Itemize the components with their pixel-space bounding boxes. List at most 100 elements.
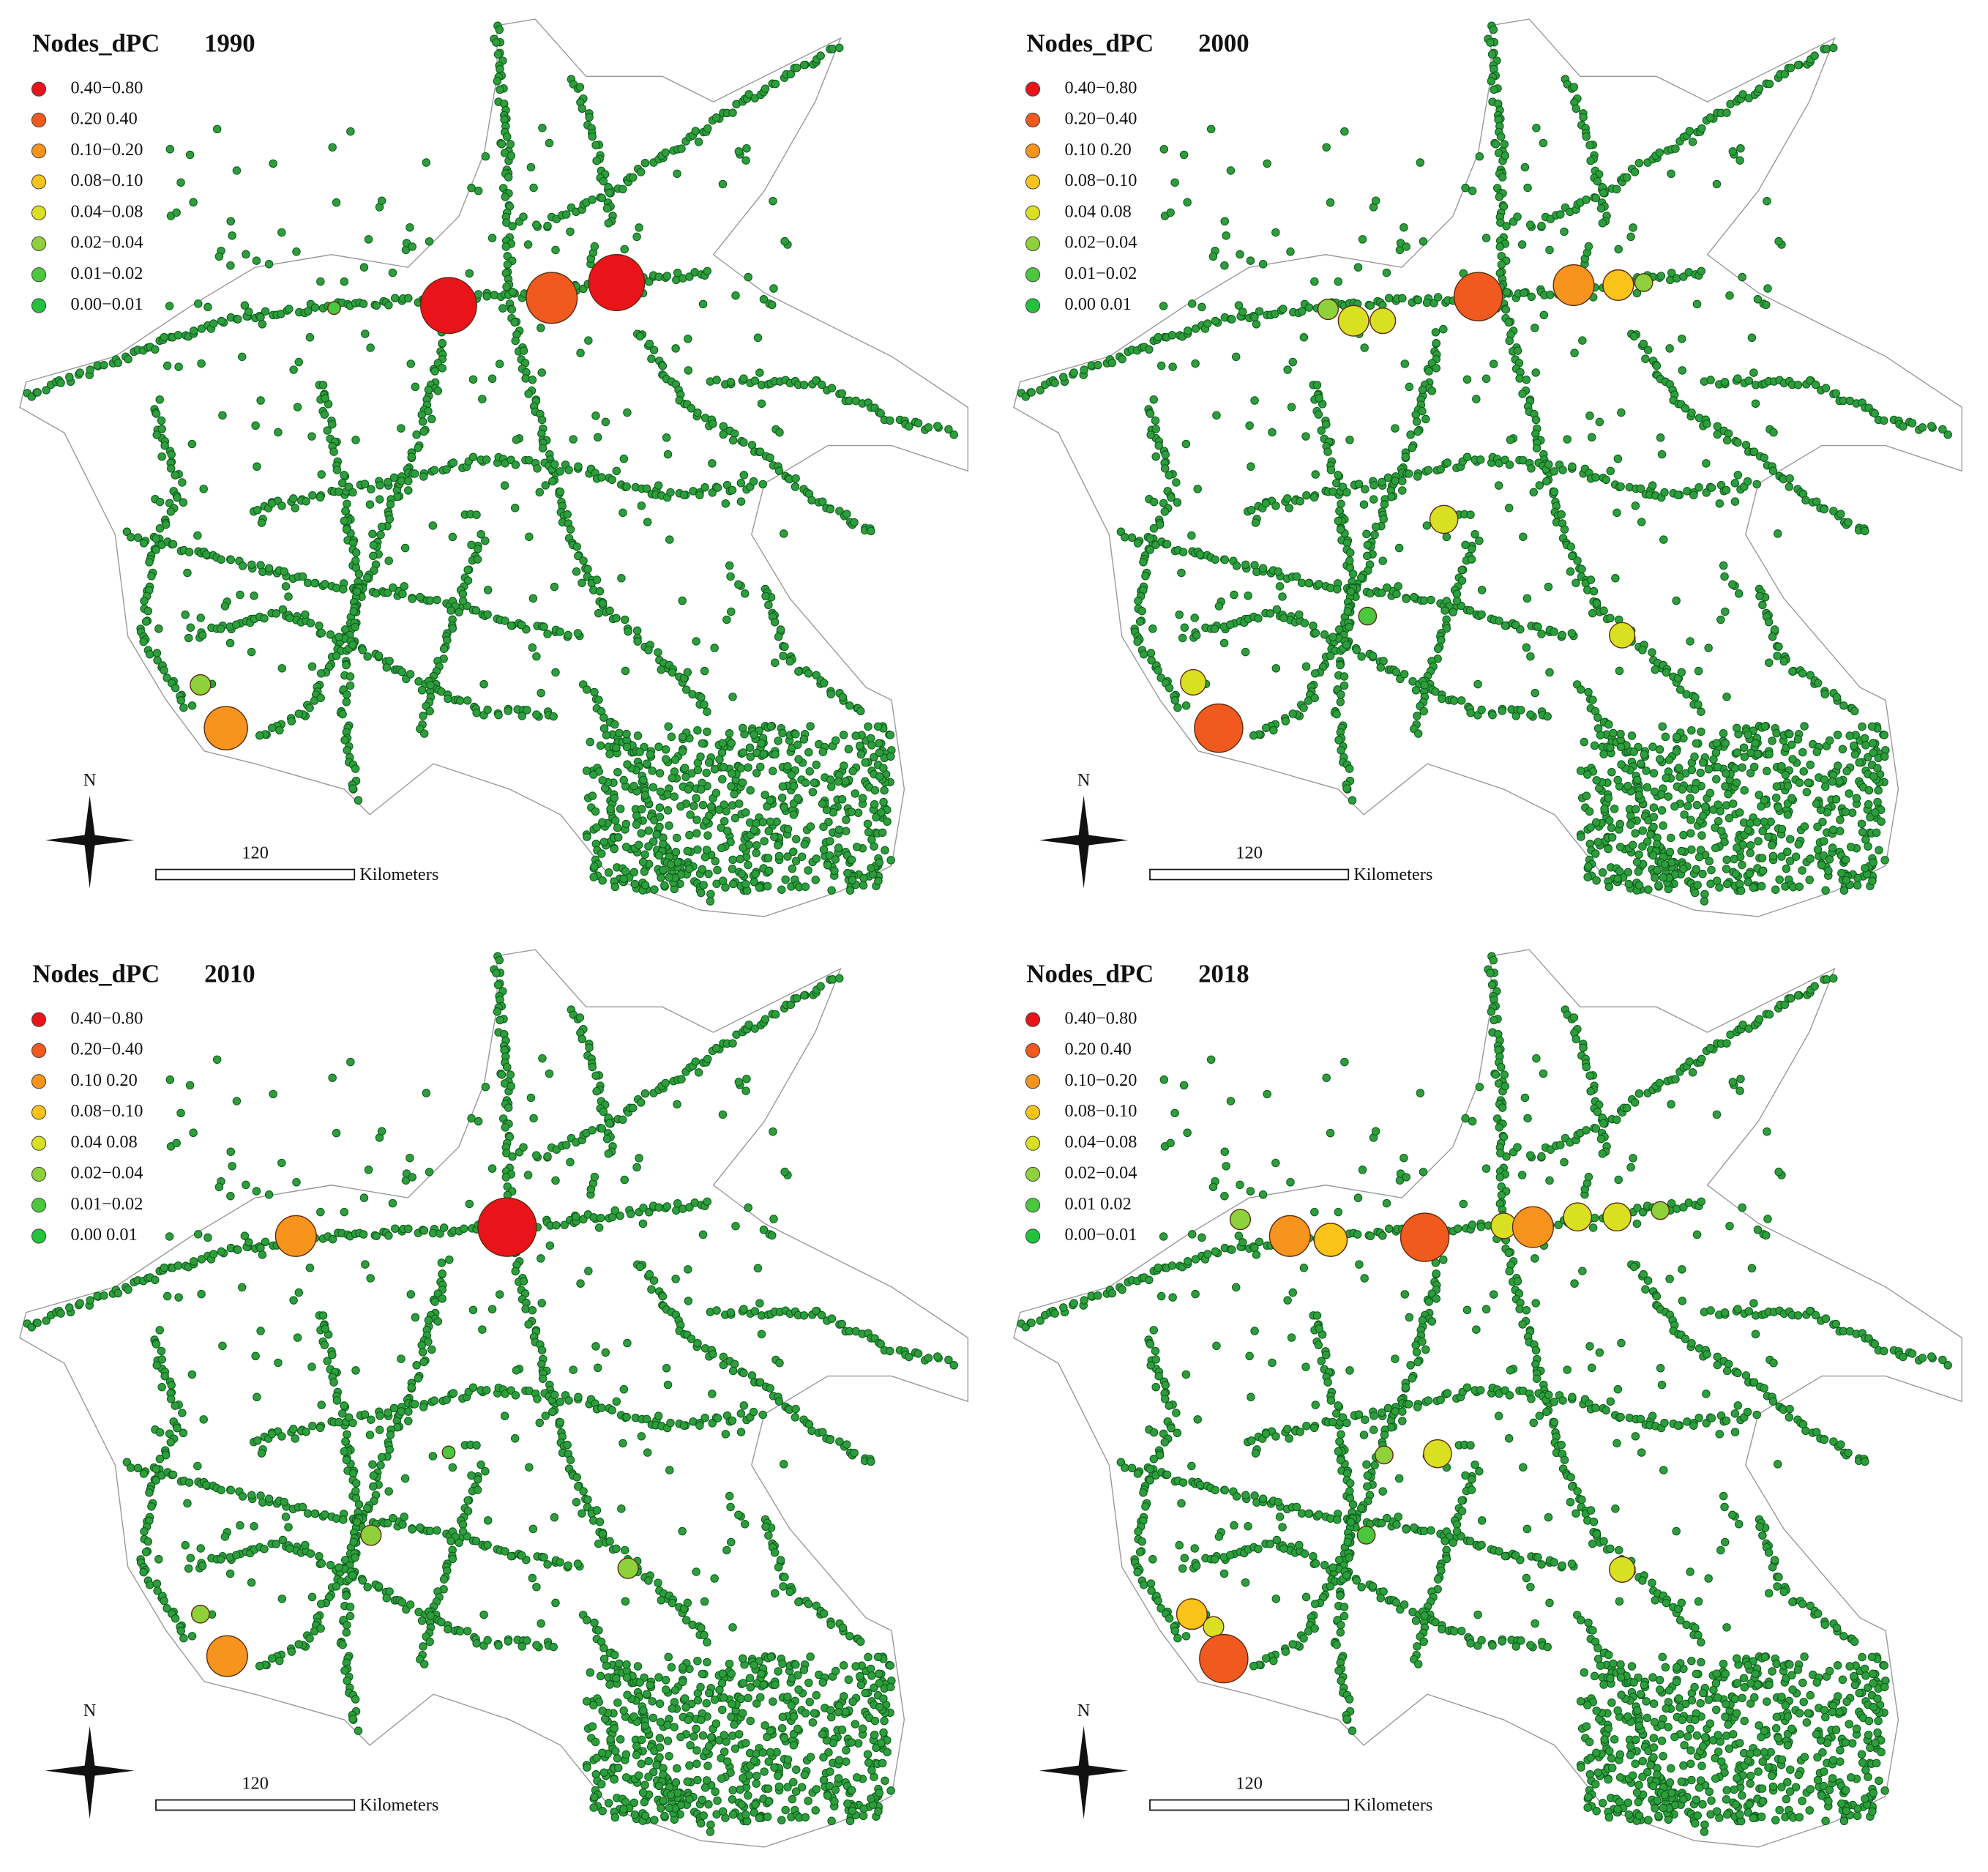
river-node (807, 496, 816, 505)
river-node (811, 1306, 821, 1316)
river-node (1525, 220, 1535, 229)
river-node (1187, 531, 1196, 540)
river-node (455, 608, 463, 616)
river-node (1481, 234, 1491, 242)
river-node (848, 767, 857, 776)
river-node (1714, 816, 1723, 826)
river-node (1757, 854, 1767, 862)
river-node (591, 411, 600, 420)
river-node (315, 493, 325, 502)
key-node (1369, 307, 1397, 335)
river-node (1858, 827, 1867, 837)
river-node (1765, 658, 1774, 667)
river-node (1831, 389, 1840, 398)
river-node (670, 792, 679, 801)
river-node (1376, 663, 1385, 672)
river-node (1607, 823, 1616, 832)
river-node (711, 788, 721, 797)
river-node (404, 486, 413, 495)
legend-label: 0.00−0.01 (71, 294, 143, 314)
river-node (474, 545, 482, 553)
river-node (528, 1305, 537, 1315)
river-node (1828, 777, 1837, 786)
river-node (1346, 587, 1356, 596)
river-node (629, 781, 638, 791)
river-nodes (1017, 21, 1952, 906)
river-node (463, 696, 472, 705)
river-node (1244, 592, 1252, 600)
river-node (317, 628, 326, 638)
river-node (683, 846, 692, 856)
river-node (529, 183, 538, 193)
river-node (305, 333, 315, 342)
river-node (1732, 778, 1741, 787)
river-node (1781, 770, 1790, 780)
river-node (1279, 305, 1288, 313)
river-node (1739, 743, 1749, 752)
river-node (1135, 617, 1145, 626)
river-node (1700, 897, 1709, 906)
river-node (113, 1289, 123, 1298)
river-node (746, 786, 755, 795)
river-node (143, 1537, 152, 1546)
river-node (1861, 864, 1869, 873)
river-node (1734, 589, 1744, 598)
river-node (284, 592, 293, 601)
river-node (1721, 739, 1730, 748)
river-node (677, 144, 686, 153)
river-node (1614, 245, 1623, 254)
river-node (1592, 599, 1602, 608)
river-node (1342, 488, 1351, 497)
river-node (1760, 817, 1769, 827)
river-node (152, 1464, 160, 1474)
river-node (160, 441, 169, 450)
river-node (1687, 408, 1696, 417)
river-node (592, 156, 601, 165)
legend-swatch (1025, 143, 1041, 159)
legend-label: 0.10−0.20 (71, 140, 143, 160)
river-node (1178, 548, 1188, 556)
river-node (1764, 832, 1773, 841)
river-node (863, 819, 872, 829)
river-node (1544, 460, 1553, 469)
river-node (742, 144, 751, 153)
river-node (510, 504, 520, 512)
river-node (417, 1340, 426, 1350)
river-node (155, 524, 165, 533)
river-node (602, 204, 612, 213)
river-node (655, 803, 665, 812)
river-node (345, 681, 355, 690)
river-node (1714, 800, 1722, 809)
river-node (304, 307, 313, 316)
river-node (124, 354, 132, 364)
river-node (1712, 179, 1722, 189)
river-node (628, 1103, 638, 1113)
river-node (739, 374, 748, 383)
river-node (759, 295, 769, 304)
river-node (1604, 816, 1614, 825)
river-node (775, 428, 784, 437)
river-node (636, 1098, 646, 1107)
river-node (217, 555, 225, 564)
river-node (1665, 848, 1675, 857)
river-node (281, 582, 291, 591)
river-node (155, 497, 165, 507)
river-node (1746, 840, 1755, 850)
river-node (1606, 614, 1615, 623)
river-node (285, 614, 294, 622)
river-node (1615, 819, 1625, 829)
river-node (33, 1319, 42, 1327)
river-node (524, 389, 533, 398)
river-node (739, 723, 747, 733)
river-node (1340, 127, 1349, 136)
river-node (722, 615, 731, 624)
river-node (602, 1134, 612, 1144)
river-node (1705, 857, 1714, 866)
river-node (1719, 728, 1728, 738)
river-node (845, 886, 855, 895)
river-node (703, 1197, 711, 1207)
river-node (1271, 501, 1280, 510)
river-node (711, 1043, 721, 1053)
river-node (811, 376, 821, 385)
